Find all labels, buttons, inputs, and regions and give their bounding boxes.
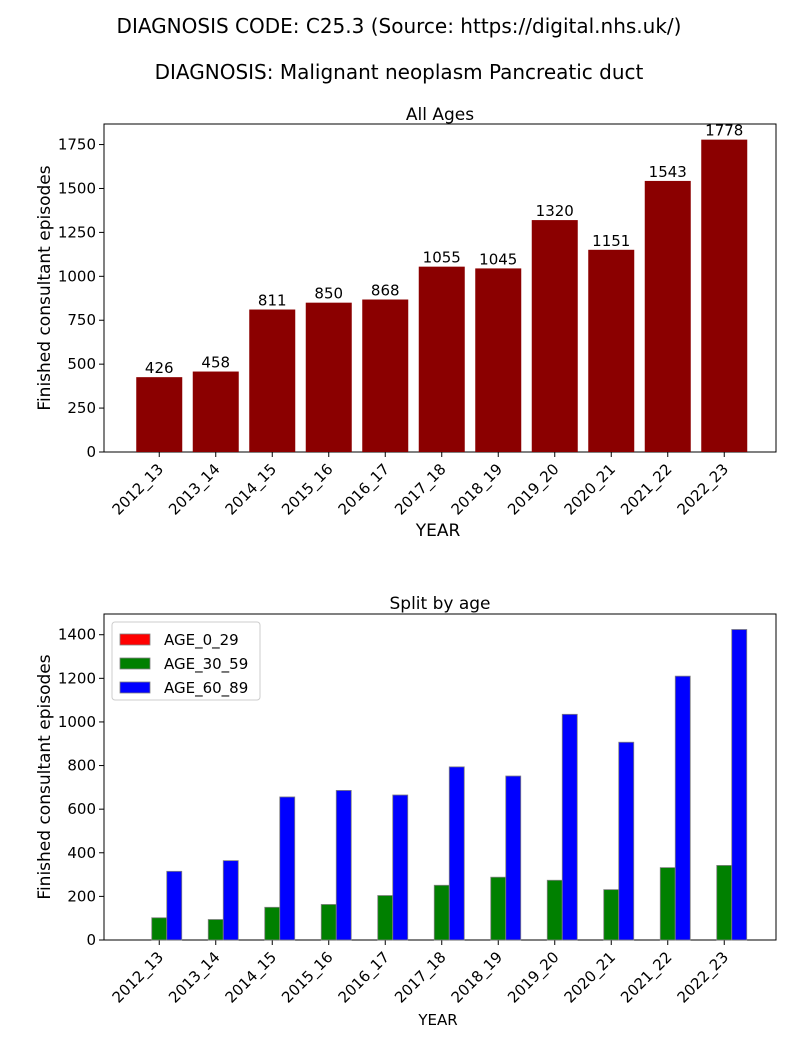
all-ages-x-tick-label: 2012_13 <box>109 460 168 519</box>
all-ages-data-label: 458 <box>201 354 230 372</box>
all-ages-title: All Ages <box>406 105 474 125</box>
all-ages-data-label: 1045 <box>479 250 517 268</box>
all-ages-bar <box>362 299 409 452</box>
split-age-bar-age-60-89 <box>166 870 183 941</box>
all-ages-data-label: 1778 <box>705 122 743 140</box>
all-ages-x-tick-label: 2017_18 <box>391 460 450 519</box>
all-ages-x-tick-label: 2020_21 <box>561 460 620 519</box>
all-ages-bar <box>531 220 578 452</box>
all-ages-bar <box>192 371 239 452</box>
split-age-y-tick-label: 0 <box>86 931 96 949</box>
split-age-bar-age-60-89 <box>731 629 748 941</box>
all-ages-data-label: 811 <box>258 292 287 310</box>
legend-label-age-30-59: AGE_30_59 <box>164 655 248 674</box>
split-age-y-tick-label: 600 <box>67 800 96 818</box>
all-ages-x-tick-label: 2015_16 <box>278 460 337 519</box>
split-age-bar-age-60-89 <box>674 675 691 941</box>
split-age-y-tick-label: 800 <box>67 757 96 775</box>
legend-swatch-age-60-89 <box>119 681 151 694</box>
split-age-x-tick-label: 2019_20 <box>504 948 563 1007</box>
split-age-y-tick-label: 1000 <box>58 713 96 731</box>
split-age-bar-age-60-89 <box>505 775 522 941</box>
all-ages-bar <box>305 302 352 452</box>
all-ages-bar <box>701 139 748 452</box>
legend-label-age-60-89: AGE_60_89 <box>164 679 248 698</box>
all-ages-bar <box>475 268 522 452</box>
all-ages-data-label: 1055 <box>423 249 461 267</box>
split-age-x-tick-label: 2022_23 <box>674 948 733 1007</box>
split-age-y-tick-label: 200 <box>67 887 96 905</box>
split-age-bar-age-30-59 <box>659 867 676 941</box>
split-age-bar-age-30-59 <box>377 895 394 941</box>
all-ages-data-label: 850 <box>314 285 343 303</box>
all-ages-x-tick-label: 2018_19 <box>448 460 507 519</box>
split-age-x-tick-label: 2017_18 <box>391 948 450 1007</box>
all-ages-x-tick-label: 2021_22 <box>617 460 676 519</box>
split-age-x-tick-label: 2012_13 <box>109 948 168 1007</box>
legend-label-age-0-29: AGE_0_29 <box>164 631 239 650</box>
all-ages-bar <box>418 266 465 452</box>
all-ages-bar <box>249 309 296 452</box>
split-age-x-tick-label: 2014_15 <box>222 948 281 1007</box>
split-age-bar-age-60-89 <box>279 796 296 941</box>
legend-swatch-age-30-59 <box>119 657 151 670</box>
all-ages-y-tick-label: 0 <box>86 443 96 461</box>
split-age-bar-age-30-59 <box>433 884 450 941</box>
all-ages-data-label: 1543 <box>649 163 687 181</box>
split-age-bar-age-30-59 <box>207 919 224 941</box>
split-age-title: Split by age <box>389 594 490 614</box>
all-ages-bar <box>644 180 691 452</box>
split-age-x-tick-label: 2015_16 <box>278 948 337 1007</box>
split-age-x-tick-label: 2020_21 <box>561 948 620 1007</box>
split-age-bar-age-30-59 <box>716 865 733 941</box>
all-ages-bar <box>588 249 635 452</box>
all-ages-y-tick-label: 1250 <box>58 223 96 241</box>
split-age-bar-age-30-59 <box>264 906 281 941</box>
split-age-x-tick-label: 2016_17 <box>335 948 394 1007</box>
all-ages-x-tick-label: 2014_15 <box>222 460 281 519</box>
split-age-bar-age-60-89 <box>392 794 409 941</box>
all-ages-x-tick-label: 2013_14 <box>165 460 224 519</box>
figure-title-line-1: DIAGNOSIS CODE: C25.3 (Source: https://d… <box>116 14 682 38</box>
split-age-bar-age-60-89 <box>335 790 352 941</box>
split-age-x-axis-label: YEAR <box>417 1011 457 1029</box>
all-ages-data-label: 1151 <box>592 232 630 250</box>
split-age-y-axis-label: Finished consultant episodes <box>35 654 55 899</box>
figure-title-line-2: DIAGNOSIS: Malignant neoplasm Pancreatic… <box>154 60 644 84</box>
all-ages-data-label: 426 <box>145 359 174 377</box>
split-age-bar-age-60-89 <box>618 741 635 941</box>
all-ages-data-label: 868 <box>371 282 400 300</box>
split-age-y-tick-label: 1200 <box>58 669 96 687</box>
all-ages-y-tick-label: 1500 <box>58 179 96 197</box>
all-ages-y-tick-label: 1000 <box>58 267 96 285</box>
split-age-x-tick-label: 2013_14 <box>165 948 224 1007</box>
all-ages-x-axis-label: YEAR <box>415 521 461 541</box>
split-age-x-tick-label: 2018_19 <box>448 948 507 1007</box>
split-age-bar-age-30-59 <box>546 879 563 941</box>
all-ages-bar <box>136 377 183 452</box>
split-age-y-tick-label: 400 <box>67 844 96 862</box>
split-age-bar-age-60-89 <box>222 860 239 941</box>
split-age-bar-age-30-59 <box>603 889 620 941</box>
split-age-bar-age-60-89 <box>448 766 465 941</box>
all-ages-x-tick-label: 2016_17 <box>335 460 394 519</box>
legend-swatch-age-0-29 <box>119 633 151 646</box>
all-ages-y-tick-label: 250 <box>67 399 96 417</box>
all-ages-y-tick-label: 500 <box>67 355 96 373</box>
split-age-bar-age-30-59 <box>490 876 507 941</box>
all-ages-y-tick-label: 750 <box>67 311 96 329</box>
split-age-bar-age-60-89 <box>561 713 578 941</box>
split-age-y-tick-label: 1400 <box>58 626 96 644</box>
split-age-bar-age-30-59 <box>320 904 337 941</box>
all-ages-y-tick-label: 1750 <box>58 136 96 154</box>
all-ages-y-axis-label: Finished consultant episodes <box>35 165 55 410</box>
split-age-bar-age-30-59 <box>151 917 168 941</box>
all-ages-x-tick-label: 2019_20 <box>504 460 563 519</box>
split-age-x-tick-label: 2021_22 <box>617 948 676 1007</box>
all-ages-data-label: 1320 <box>536 202 574 220</box>
all-ages-x-tick-label: 2022_23 <box>674 460 733 519</box>
